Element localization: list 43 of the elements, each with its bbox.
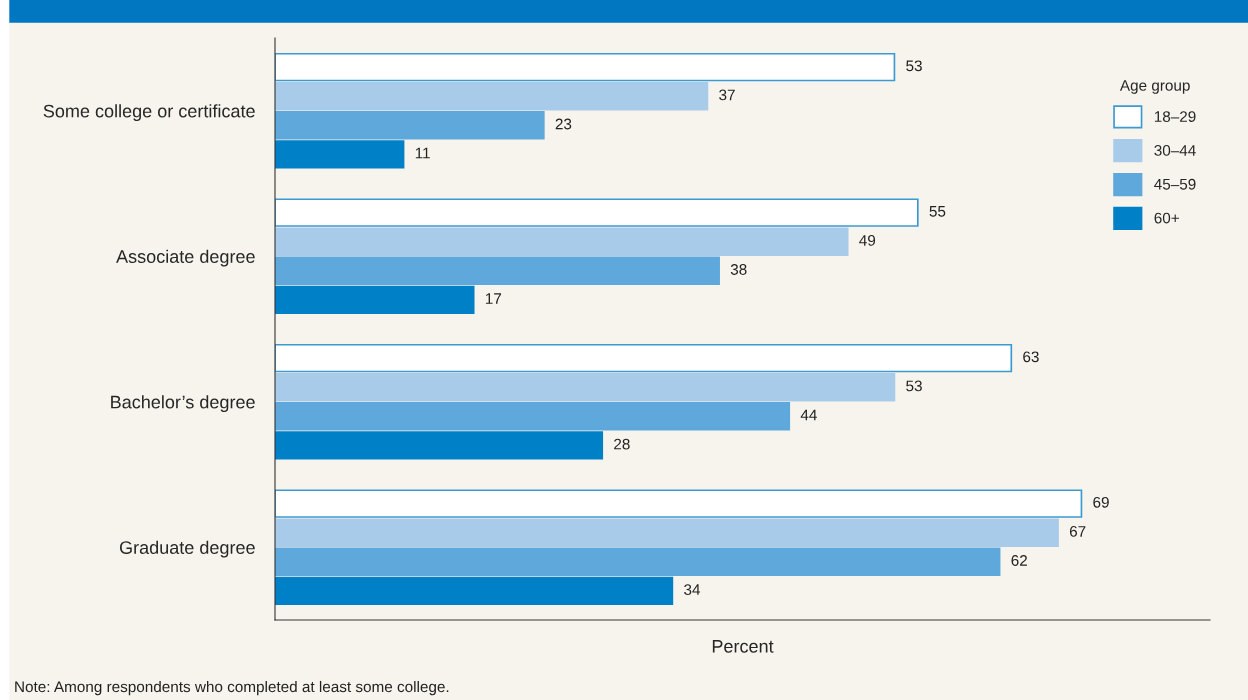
bar — [275, 52, 896, 82]
data-label: 23 — [555, 118, 572, 130]
data-label: 11 — [415, 147, 430, 159]
data-label: 69 — [1093, 496, 1109, 508]
bar — [275, 431, 604, 460]
data-label: 63 — [1023, 351, 1039, 363]
bar — [275, 140, 405, 169]
data-label: 28 — [614, 438, 630, 450]
bar — [275, 576, 674, 606]
bar — [275, 227, 849, 256]
legend-title: Age group — [1119, 80, 1190, 94]
data-label: 37 — [719, 89, 735, 101]
bar — [275, 402, 791, 431]
y-tick-label: Associate degree — [116, 249, 255, 267]
bar — [275, 111, 545, 140]
bar — [275, 343, 1013, 373]
bar — [275, 489, 1083, 518]
bar — [275, 81, 709, 111]
legend-label: 60+ — [1154, 212, 1179, 224]
bar — [275, 518, 1059, 547]
bar — [275, 547, 1001, 577]
y-tick-label: Some college or certificate — [43, 104, 255, 122]
x-axis-title: Percent — [712, 640, 774, 653]
data-label: 55 — [929, 206, 946, 217]
y-tick-label: Graduate degree — [119, 540, 255, 558]
data-label: 53 — [906, 60, 922, 72]
bar — [275, 372, 896, 402]
y-tick-label: Bachelor’s degree — [111, 395, 255, 413]
data-label: 62 — [1011, 555, 1027, 566]
data-label: 49 — [859, 234, 876, 246]
data-label: 38 — [730, 264, 747, 275]
legend-label: 45–59 — [1154, 178, 1196, 190]
legend-label: 18–29 — [1154, 111, 1196, 122]
data-label: 34 — [684, 584, 701, 595]
bar — [275, 285, 475, 315]
text: Note: Among respondents who completed at least some college. — [15, 680, 449, 696]
data-label: 44 — [800, 409, 817, 421]
bar — [275, 256, 720, 286]
data-label: 67 — [1069, 525, 1086, 537]
bar — [275, 198, 919, 227]
legend-label: 30–44 — [1154, 144, 1196, 156]
data-label: 53 — [906, 380, 922, 392]
data-label: 17 — [485, 293, 502, 304]
